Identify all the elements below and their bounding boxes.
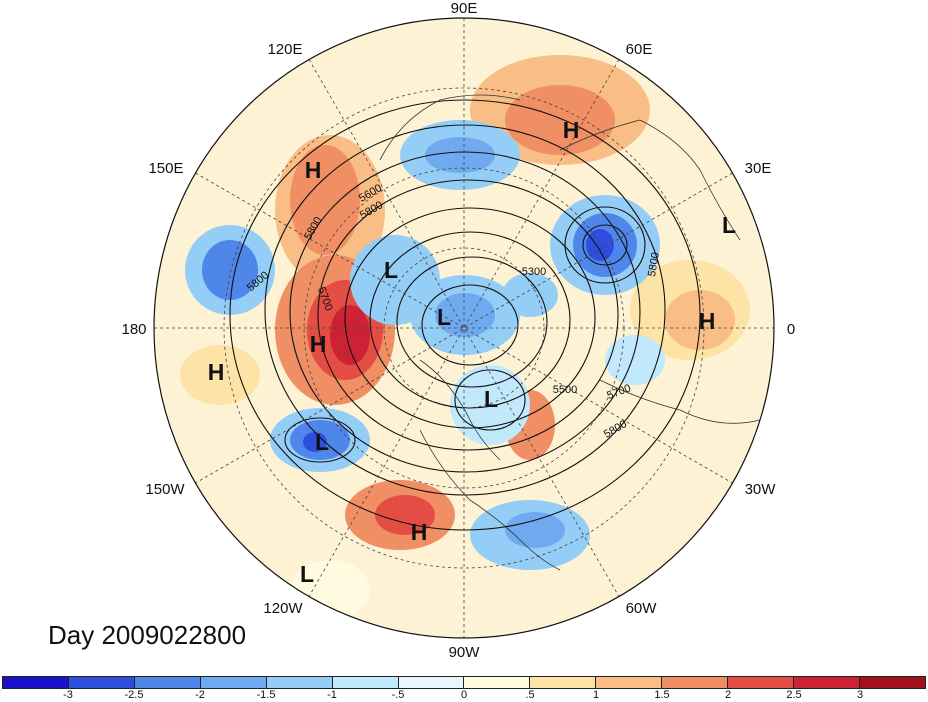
color-legend-tick-label: 2.5 — [786, 689, 802, 701]
low-pressure-label: L — [437, 304, 451, 330]
high-pressure-label: H — [310, 331, 327, 357]
high-pressure-label: H — [208, 359, 225, 385]
color-legend-swatch — [332, 677, 399, 688]
color-legend-swatch — [68, 677, 135, 688]
high-pressure-label: H — [699, 308, 716, 334]
map-boundary — [153, 17, 775, 639]
color-legend-swatch — [266, 677, 333, 688]
longitude-label: 30W — [745, 481, 777, 498]
color-legend-swatch — [398, 677, 465, 688]
longitude-label: 180 — [121, 321, 146, 338]
longitude-label: 60E — [626, 41, 653, 58]
longitude-label: 90W — [449, 644, 481, 661]
low-pressure-label: L — [300, 561, 314, 587]
color-legend-tick-label: 3 — [856, 689, 864, 701]
longitude-label: 120E — [267, 41, 302, 58]
color-legend-tick-label: 2 — [724, 689, 732, 701]
longitude-labels: 90E 60E 30E 0 30W 60W 90W 120W 150W 180 150E 120E — [121, 0, 795, 661]
color-legend-swatch — [530, 677, 597, 688]
low-pressure-label: L — [384, 257, 398, 283]
color-legend-swatch — [794, 677, 860, 688]
high-pressure-label: H — [411, 519, 428, 545]
color-legend-tick-label: -2 — [195, 689, 205, 701]
contour-value-label: 5300 — [522, 266, 546, 278]
graticule — [154, 18, 774, 638]
color-legend-tick-label: -3 — [63, 689, 73, 701]
low-pressure-label: L — [722, 212, 736, 238]
color-legend-ticks: -3 -2.5 -2 -1.5 -1 -.5 0 .5 1 1.5 2 2.5 3 — [2, 689, 926, 702]
pressure-center-labels: H H L H L L H H L L H L — [208, 117, 736, 587]
low-pressure-label: L — [484, 386, 498, 412]
color-legend-tick-label: -1 — [327, 689, 337, 701]
color-legend-swatch — [3, 677, 69, 688]
color-legend — [2, 676, 926, 689]
longitude-label: 150W — [145, 481, 185, 498]
longitude-label: 0 — [787, 321, 795, 338]
contour-value-label: 5800 — [646, 251, 662, 277]
color-legend-swatch — [596, 677, 663, 688]
longitude-label: 90E — [451, 0, 478, 17]
longitude-label: 150E — [148, 160, 183, 177]
color-legend-swatch — [859, 677, 925, 688]
high-pressure-label: H — [305, 157, 322, 183]
longitude-label: 60W — [626, 600, 658, 617]
color-legend-swatch — [728, 677, 795, 688]
color-legend-tick-label: 0 — [460, 689, 468, 701]
anomaly-field — [154, 18, 774, 638]
low-pressure-label: L — [315, 429, 329, 455]
color-legend-swatch — [134, 677, 201, 688]
color-legend-tick-label: -1.5 — [256, 689, 276, 701]
longitude-label: 120W — [263, 600, 303, 617]
contour-value-label: 5500 — [553, 384, 577, 396]
color-legend-tick-label: -2.5 — [124, 689, 144, 701]
color-legend-swatch — [662, 677, 729, 688]
high-pressure-label: H — [563, 117, 580, 143]
color-legend-tick-label: 1.5 — [654, 689, 670, 701]
color-legend-swatch — [200, 677, 267, 688]
color-legend-tick-label: .5 — [525, 689, 535, 701]
longitude-label: 30E — [745, 160, 772, 177]
date-title: Day 2009022800 — [48, 620, 247, 650]
color-legend-swatch — [464, 677, 531, 688]
color-legend-tick-label: -.5 — [391, 689, 405, 701]
coastlines — [379, 94, 761, 571]
color-legend-tick-label: 1 — [592, 689, 600, 701]
